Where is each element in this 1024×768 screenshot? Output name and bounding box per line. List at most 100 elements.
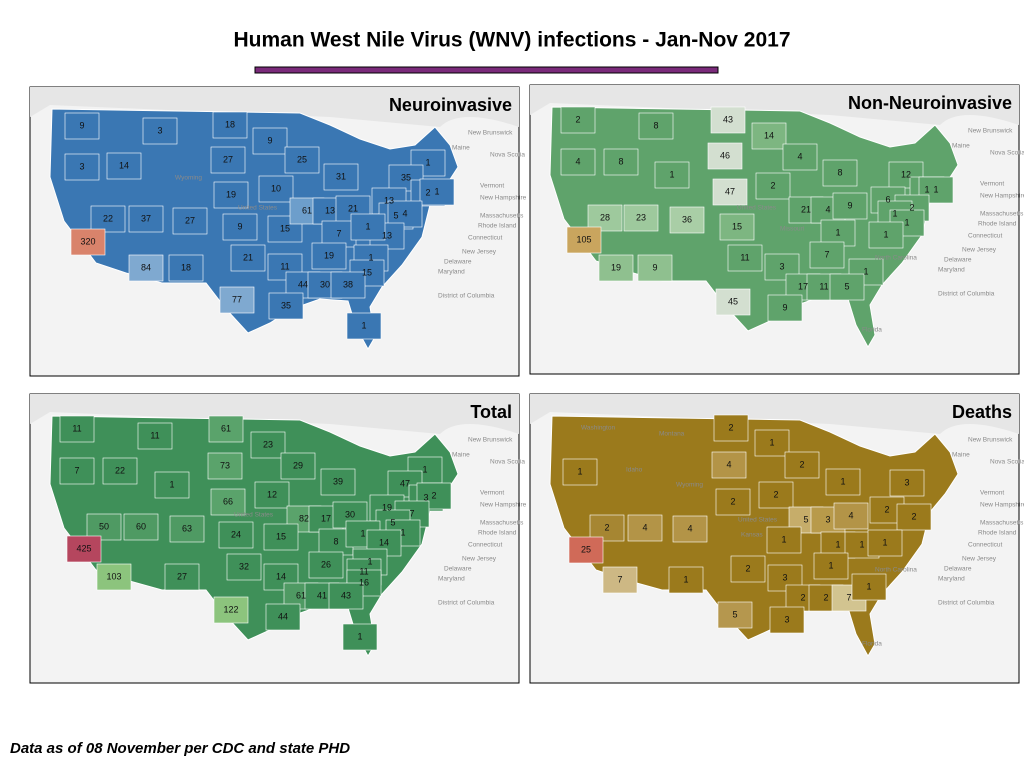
state-value: 31 [336,171,346,181]
state-value: 17 [798,281,808,291]
state-value: 5 [390,517,395,527]
state-value: 45 [728,296,738,306]
state-region [710,106,746,134]
place-label: Kansas [741,532,763,539]
state-region [230,244,266,272]
state-value: 1 [169,479,174,489]
state-region [717,601,753,629]
place-label: Nova Scotia [990,459,1024,466]
state-region [64,112,100,140]
state-value: 2 [800,592,805,602]
state-value: 3 [157,125,162,135]
place-label: District of Columbia [938,600,995,607]
panel-title: Deaths [952,402,1012,422]
state-value: 4 [797,151,802,161]
state-value: 8 [653,120,658,130]
state-value: 12 [901,169,911,179]
place-label: Massachusetts [980,520,1024,527]
state-value: 2 [823,592,828,602]
state-value: 1 [769,437,774,447]
state-region [868,221,904,249]
place-label: Maryland [938,576,965,583]
state-value: 32 [239,561,249,571]
place-label: United States [737,205,777,212]
state-value: 19 [611,262,621,272]
state-value: 18 [181,262,191,272]
state-value: 43 [341,590,351,600]
state-value: 29 [293,460,303,470]
state-value: 11 [740,252,749,262]
state-value: 11 [359,566,368,576]
state-value: 1 [683,574,688,584]
state-value: 25 [297,154,307,164]
state-value: 13 [384,195,394,205]
state-value: 3 [825,514,830,524]
place-label: United States [234,512,274,519]
state-value: 2 [745,563,750,573]
state-value: 1 [781,534,786,544]
state-region [832,192,868,220]
state-region [829,273,865,301]
state-value: 63 [182,523,192,533]
state-value: 1 [361,320,366,330]
state-value: 11 [72,423,81,433]
state-value: 9 [237,221,242,231]
place-label: Delaware [444,566,472,573]
state-value: 19 [226,189,236,199]
state-region [102,457,138,485]
place-label: North Carolina [875,255,917,262]
state-region [602,566,638,594]
state-region [730,555,766,583]
state-value: 10 [271,183,281,193]
place-label: Nova Scotia [490,152,525,159]
state-region [342,623,378,651]
place-label: Wyoming [676,482,703,489]
place-label: New Jersey [462,249,497,256]
state-value: 22 [115,465,125,475]
state-value: 14 [379,537,389,547]
state-value: 21 [801,204,811,214]
place-label: District of Columbia [938,291,995,298]
state-value: 19 [382,502,392,512]
state-value: 1 [835,227,840,237]
place-label: New Brunswick [468,130,513,137]
state-value: 1 [367,556,372,566]
place-label: Nova Scotia [990,150,1024,157]
state-value: 5 [393,210,398,220]
state-value: 14 [119,160,129,170]
place-label: Vermont [480,490,504,497]
place-label: Massachusetts [480,213,524,220]
state-value: 7 [409,508,414,518]
state-value: 1 [400,527,405,537]
footnote: Data as of 08 November per CDC and state… [10,740,350,757]
state-region [207,452,243,480]
state-value: 17 [321,513,331,523]
place-label: Rhode Island [978,530,1017,537]
state-value: 2 [911,511,916,521]
state-value: 44 [298,279,308,289]
state-value: 2 [909,202,914,212]
state-value: 1 [859,539,864,549]
state-region [712,178,748,206]
state-value: 9 [652,262,657,272]
place-label: Vermont [980,181,1004,188]
state-value: 27 [223,154,233,164]
state-region [64,153,100,181]
state-region [813,552,849,580]
state-value: 61 [221,423,231,433]
place-label: Washington [581,425,615,432]
state-value: 37 [141,213,151,223]
state-value: 73 [220,460,230,470]
state-value: 22 [103,213,113,223]
state-value: 12 [267,489,277,499]
state-region [169,515,205,543]
state-value: 3 [423,492,428,502]
state-value: 11 [819,281,828,291]
state-region [419,178,455,206]
state-region [154,471,190,499]
state-region [568,536,604,564]
state-value: 7 [74,465,79,475]
state-value: 61 [302,205,312,215]
place-label: Wyoming [175,175,202,182]
